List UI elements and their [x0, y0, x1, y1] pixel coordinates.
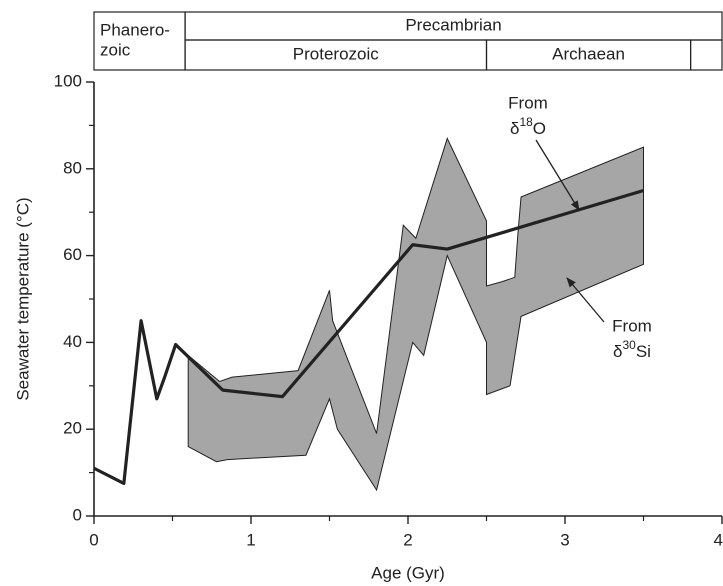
y-tick-label: 40: [63, 332, 82, 351]
x-tick-label: 2: [403, 530, 412, 549]
annotation-part: Si: [636, 342, 651, 361]
y-tick-label: 20: [63, 419, 82, 438]
annotation-sup: 18: [519, 115, 533, 129]
annotation: From: [612, 316, 652, 335]
y-tick-label: 80: [63, 158, 82, 177]
x-tick-label: 1: [246, 530, 255, 549]
y-axis-label: Seawater temperature (°C): [13, 197, 32, 400]
era-label: Proterozoic: [293, 44, 379, 63]
annotation-part: δ: [510, 119, 519, 138]
annotation: From: [508, 93, 548, 112]
annotation: δ30Si: [613, 338, 651, 361]
era-label: Precambrian: [405, 15, 501, 34]
x-tick-label: 0: [89, 530, 98, 549]
x-tick-label: 4: [714, 530, 723, 549]
era-box: [689, 39, 723, 71]
x-axis-label: Age (Gyr): [371, 563, 445, 582]
annotation-sup: 30: [622, 338, 636, 352]
era-label: Archaean: [552, 44, 625, 63]
y-tick-label: 0: [73, 505, 82, 524]
y-tick-label: 60: [63, 245, 82, 264]
era-label: zoic: [100, 40, 131, 59]
arrow: [535, 139, 580, 211]
arrow: [566, 277, 605, 323]
si-band: [187, 137, 644, 492]
annotation-part: δ: [613, 342, 622, 361]
x-tick-label: 3: [560, 530, 569, 549]
annotation-part: O: [533, 119, 546, 138]
y-tick-label: 100: [54, 71, 82, 90]
era-label: Phanero-: [100, 20, 170, 39]
o-line: [93, 188, 644, 486]
annotation: δ18O: [510, 115, 546, 138]
